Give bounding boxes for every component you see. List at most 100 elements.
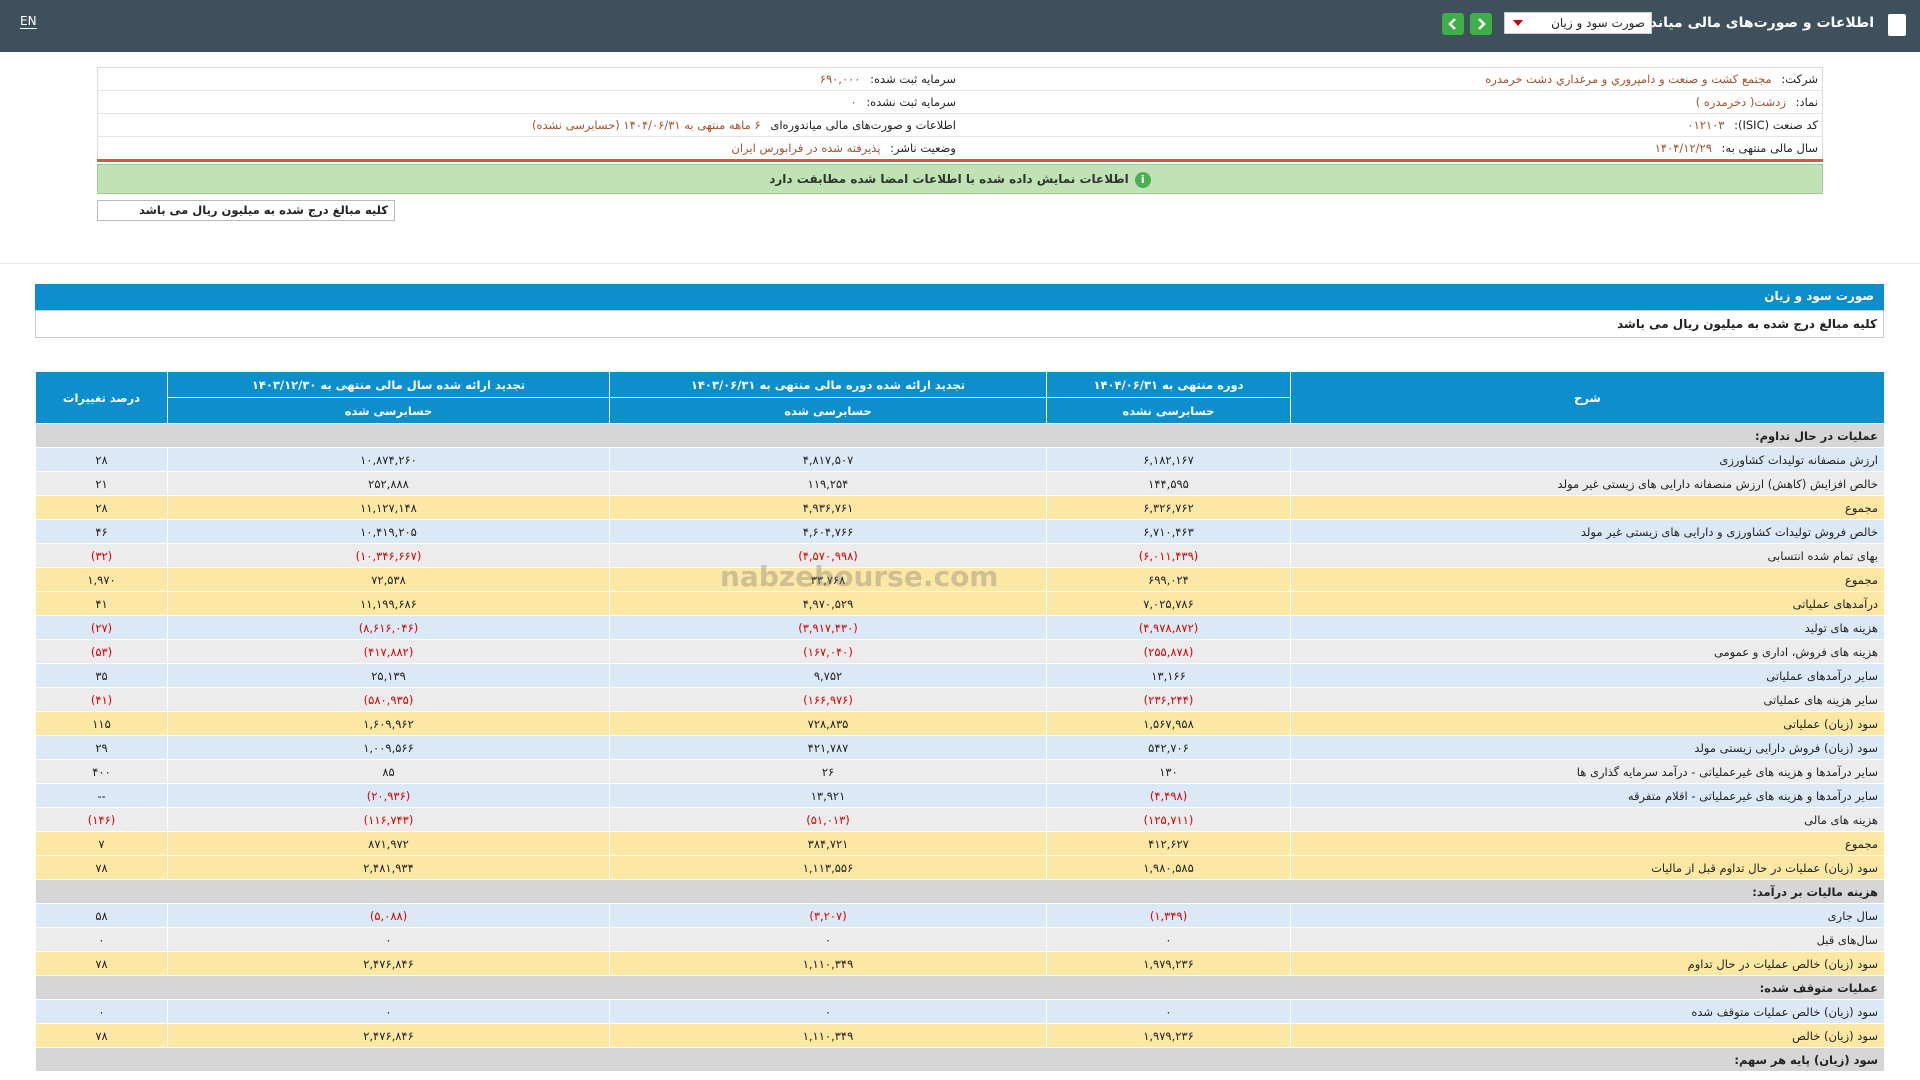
cell-value: (۶,۰۱۱,۴۳۹) <box>1047 544 1291 568</box>
table-row: مجموع۴۱۲,۶۲۷۳۸۴,۷۲۱۸۷۱,۹۷۲۷ <box>36 832 1885 856</box>
info-label: شرکت: <box>1781 72 1818 86</box>
cell-value: ۶۹۹,۰۲۴ <box>1047 568 1291 592</box>
row-label: سود (زیان) عملیاتی <box>1291 712 1885 736</box>
table-row: سود (زیان) فروش دارایی زیستی مولد۵۴۲,۷۰۶… <box>36 736 1885 760</box>
cell-value: ۱,۹۷۹,۲۳۶ <box>1047 952 1291 976</box>
cell-value: (۱۶۶,۹۷۶) <box>610 688 1047 712</box>
language-link[interactable]: EN <box>20 14 37 29</box>
table-row: عملیات در حال تداوم: <box>36 424 1885 448</box>
cell-value: ۱,۱۱۳,۵۵۶ <box>610 856 1047 880</box>
cell-value: (۵۸۰,۹۳۵) <box>168 688 610 712</box>
cell-value: ۴۲۱,۷۸۷ <box>610 736 1047 760</box>
next-button[interactable] <box>1470 13 1492 35</box>
info-cell: سرمایه ثبت نشده: ۰ <box>98 91 961 114</box>
column-header: شرح <box>1291 372 1885 424</box>
cell-value: -- <box>36 784 168 808</box>
row-label: خالص فروش تولیدات کشاورزی و دارایی های ز… <box>1291 520 1885 544</box>
cell-value: ۲۸ <box>36 496 168 520</box>
cell-value: ۲۶ <box>610 760 1047 784</box>
table-row: سال جاری(۱,۳۴۹)(۳,۲۰۷)(۵,۰۸۸)۵۸ <box>36 904 1885 928</box>
info-value: پذیرفته شده در فرابورس ایران <box>731 141 880 155</box>
cell-value: ۴۶ <box>36 520 168 544</box>
income-statement: شرحدوره منتهی به ۱۴۰۴/۰۶/۳۱تجدید ارائه ش… <box>35 371 1885 1072</box>
table-row: خالص افزایش (کاهش) ارزش منصفانه دارایی ه… <box>36 472 1885 496</box>
cell-value: (۴,۴۹۸) <box>1047 784 1291 808</box>
row-label: سود (زیان) خالص عملیات متوقف شده <box>1291 1000 1885 1024</box>
table-row: سایر درآمدها و هزینه های غیرعملیاتی - اق… <box>36 784 1885 808</box>
info-row: شرکت: مجتمع کشت و صنعت و دامپروري و مرغد… <box>98 68 1823 91</box>
row-label: مجموع <box>1291 568 1885 592</box>
info-label: سرمایه ثبت نشده: <box>866 95 956 109</box>
row-label: بهای تمام شده انتسابی <box>1291 544 1885 568</box>
row-label: سود (زیان) فروش دارایی زیستی مولد <box>1291 736 1885 760</box>
cell-value: ۴,۹۷۰,۵۲۹ <box>610 592 1047 616</box>
cell-value: ۲,۴۸۱,۹۳۴ <box>168 856 610 880</box>
cell-value: ۱۰,۸۷۴,۲۶۰ <box>168 448 610 472</box>
cell-value: ۶,۷۱۰,۴۶۳ <box>1047 520 1291 544</box>
cell-value: (۵۳) <box>36 640 168 664</box>
cell-value: (۱۲۵,۷۱۱) <box>1047 808 1291 832</box>
table-row: سود (زیان) خالص عملیات در حال تداوم۱,۹۷۹… <box>36 952 1885 976</box>
cell-value: ۱۱,۱۹۹,۶۸۶ <box>168 592 610 616</box>
prev-button[interactable] <box>1442 13 1464 35</box>
notice-text: اطلاعات نمایش داده شده با اطلاعات امضا ش… <box>769 172 1129 186</box>
row-label: مجموع <box>1291 496 1885 520</box>
cell-value: ۷ <box>36 832 168 856</box>
table-row: بهای تمام شده انتسابی(۶,۰۱۱,۴۳۹)(۴,۵۷۰,۹… <box>36 544 1885 568</box>
unit-box: کلیه مبالغ درج شده به میلیون ریال می باش… <box>97 200 395 221</box>
cell-value: ۶,۱۸۲,۱۶۷ <box>1047 448 1291 472</box>
cell-value: (۴۱) <box>36 688 168 712</box>
cell-value: ۰ <box>168 1000 610 1024</box>
row-label: سود (زیان) خالص عملیات در حال تداوم <box>1291 952 1885 976</box>
row-label: سایر درآمدها و هزینه های غیرعملیاتی - اق… <box>1291 784 1885 808</box>
table-row: ارزش منصفانه تولیدات کشاورزی۶,۱۸۲,۱۶۷۴,۸… <box>36 448 1885 472</box>
cell-value: ۱,۱۱۰,۳۴۹ <box>610 952 1047 976</box>
cell-value: ۴۱ <box>36 592 168 616</box>
cell-value: ۷۲,۵۳۸ <box>168 568 610 592</box>
row-label: خالص افزایش (کاهش) ارزش منصفانه دارایی ه… <box>1291 472 1885 496</box>
cell-value: ۰ <box>168 928 610 952</box>
row-label: ارزش منصفانه تولیدات کشاورزی <box>1291 448 1885 472</box>
info-row: کد صنعت (ISIC): ۰۱۲۱۰۳اطلاعات و صورت‌های… <box>98 114 1823 137</box>
row-label: سایر درآمدها و هزینه های غیرعملیاتی - در… <box>1291 760 1885 784</box>
row-label: هزینه های فروش، اداری و عمومی <box>1291 640 1885 664</box>
table-row: سود (زیان) خالص۱,۹۷۹,۲۳۶۱,۱۱۰,۳۴۹۲,۴۷۶,۸… <box>36 1024 1885 1048</box>
cell-value: ۱۰,۴۱۹,۲۰۵ <box>168 520 610 544</box>
cell-value: ۷۸ <box>36 952 168 976</box>
info-label: وضعیت ناشر: <box>890 141 956 155</box>
cell-value: ۰ <box>36 928 168 952</box>
column-header: تجدید ارائه شده دوره مالی منتهی به ۱۴۰۳/… <box>610 372 1047 398</box>
row-label: سایر هزینه های عملیاتی <box>1291 688 1885 712</box>
cell-value: ۰ <box>610 1000 1047 1024</box>
row-label: عملیات در حال تداوم: <box>36 424 1885 448</box>
info-label: نماد: <box>1796 95 1818 109</box>
cell-value: ۲,۴۷۶,۸۴۶ <box>168 1024 610 1048</box>
cell-value: ۱,۹۸۰,۵۸۵ <box>1047 856 1291 880</box>
table-row: سود (زیان) عملیات در حال تداوم قبل از ما… <box>36 856 1885 880</box>
cell-value: ۱۳۰ <box>1047 760 1291 784</box>
report-select[interactable]: صورت سود و زیان <box>1504 12 1652 34</box>
cell-value: ۴۰۰ <box>36 760 168 784</box>
table-row: هزینه های فروش، اداری و عمومی(۲۵۵,۸۷۸)(۱… <box>36 640 1885 664</box>
cell-value: ۲,۴۷۶,۸۴۶ <box>168 952 610 976</box>
table-row: هزینه های تولید(۴,۹۷۸,۸۷۲)(۳,۹۱۷,۴۳۰)(۸,… <box>36 616 1885 640</box>
cell-value: ۷۸ <box>36 856 168 880</box>
info-label: سال مالی منتهی به: <box>1722 141 1818 155</box>
info-cell: وضعیت ناشر: پذیرفته شده در فرابورس ایران <box>98 137 961 161</box>
table-row: سایر هزینه های عملیاتی(۲۳۶,۲۴۴)(۱۶۶,۹۷۶)… <box>36 688 1885 712</box>
cell-value: (۲۵۵,۸۷۸) <box>1047 640 1291 664</box>
cell-value: (۱۴۶) <box>36 808 168 832</box>
cell-value: ۳۵ <box>36 664 168 688</box>
cell-value: ۳۳,۷۶۸ <box>610 568 1047 592</box>
table-row: سود (زیان) عملیاتی۱,۵۶۷,۹۵۸۷۲۸,۸۳۵۱,۶۰۹,… <box>36 712 1885 736</box>
info-value: ۱۴۰۴/۱۲/۲۹ <box>1655 141 1712 155</box>
row-label: سایر درآمدهای عملیاتی <box>1291 664 1885 688</box>
info-row: سال مالی منتهی به: ۱۴۰۴/۱۲/۲۹ وضعیت ناشر:… <box>98 137 1823 161</box>
header-row: شرحدوره منتهی به ۱۴۰۴/۰۶/۳۱تجدید ارائه ش… <box>36 372 1885 398</box>
cell-value: (۵,۰۸۸) <box>168 904 610 928</box>
cell-value: ۱,۱۱۰,۳۴۹ <box>610 1024 1047 1048</box>
cell-value: (۲۰,۹۳۶) <box>168 784 610 808</box>
table-row: سود (زیان) خالص عملیات متوقف شده۰۰۰۰ <box>36 1000 1885 1024</box>
cell-value: ۲۵۲,۸۸۸ <box>168 472 610 496</box>
cell-value: ۱۴۴,۵۹۵ <box>1047 472 1291 496</box>
